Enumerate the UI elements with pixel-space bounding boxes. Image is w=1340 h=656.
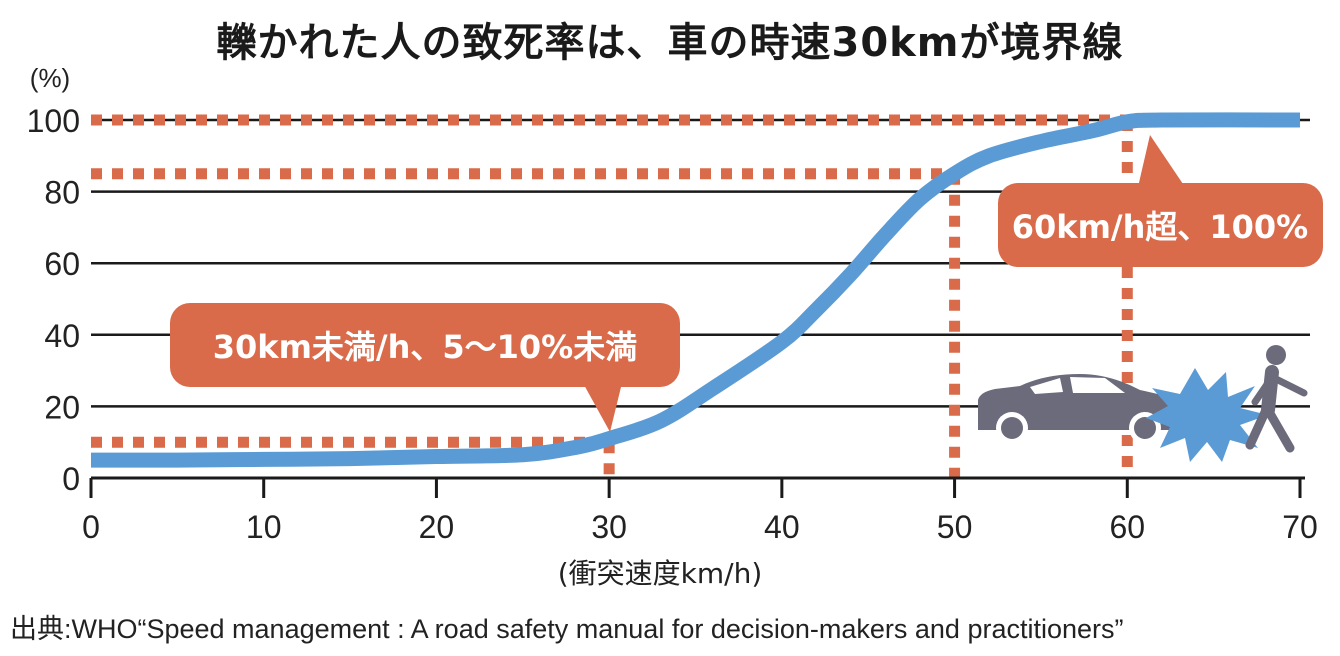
curve-layer	[90, 112, 1301, 468]
x-tick-label: 50	[937, 509, 973, 545]
callout-30kmh-pointer	[583, 383, 622, 432]
callout-30kmh-text: 30km未満/h、5〜10%未満	[213, 328, 638, 366]
x-tick-label: 20	[419, 509, 455, 545]
y-tick-label: 80	[44, 175, 80, 211]
callout-60kmh-box	[998, 183, 1323, 267]
callout-60kmh-text: 60km/h超、100%	[1012, 208, 1309, 246]
x-tick-label: 60	[1109, 509, 1145, 545]
chart-title: 轢かれた人の致死率は、車の時速30kmが境界線	[216, 20, 1124, 66]
y-tick-label: 40	[44, 318, 80, 354]
x-tick-label: 10	[246, 509, 282, 545]
callout-60kmh-pointer	[1138, 135, 1185, 187]
y-axis-label: (%)	[30, 63, 70, 93]
pedestrian-icon	[1245, 345, 1308, 453]
source-note: 出典:WHO“Speed management : A road safety …	[10, 614, 1124, 644]
x-tick-label: 70	[1282, 509, 1318, 545]
x-tick-label: 0	[82, 509, 100, 545]
x-axis-label: (衝突速度km/h)	[558, 557, 763, 590]
x-tick-label: 30	[591, 509, 627, 545]
callout-30kmh: 30km未満/h、5〜10%未満	[170, 303, 680, 432]
callout-60kmh: 60km/h超、100%	[998, 135, 1323, 267]
crash-burst-icon	[1146, 368, 1268, 462]
callout-30kmh-box	[170, 303, 680, 387]
axis-layer: 0 20 40 60 80 100 0 10 20 30 40 50 60 70	[27, 103, 1318, 545]
y-tick-label: 60	[44, 246, 80, 282]
chart-area: 0 20 40 60 80 100 0 10 20 30 40 50 60 70 (%) (衝突速度km/…	[27, 63, 1323, 590]
x-tick-label: 40	[764, 509, 800, 545]
y-tick-label: 0	[62, 461, 80, 497]
fatality-curve	[90, 112, 1301, 468]
y-tick-label: 100	[27, 103, 80, 139]
car-icon	[978, 374, 1188, 444]
y-tick-label: 20	[44, 389, 80, 425]
crash-illustration	[978, 345, 1308, 462]
